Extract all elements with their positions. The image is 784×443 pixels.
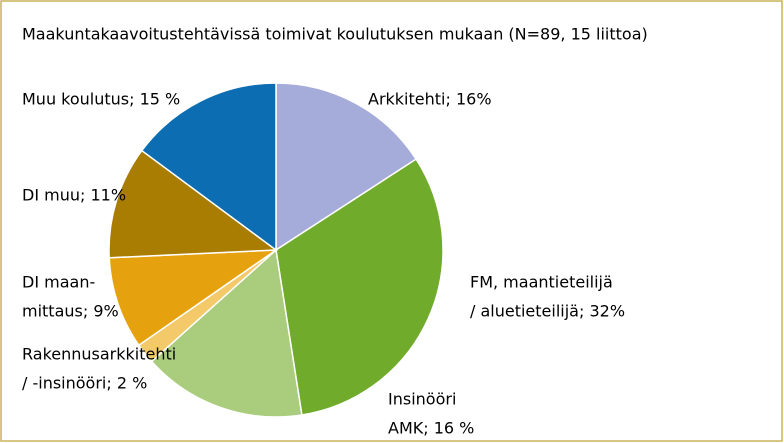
slice-label: Muu koulutus; 15 % [22,90,180,109]
slice-label: Insinööri [388,390,456,409]
slice-label: AMK; 16 % [388,419,474,438]
slice-label: / aluetieteilijä; 32% [470,302,625,321]
chart-title: Maakuntakaavoitustehtävissä toimivat kou… [22,25,648,44]
pie-slice [150,248,303,418]
slice-label: Arkkitehti; 16% [368,90,492,109]
pie-slice [140,82,277,252]
pie-slice [108,249,279,347]
slice-label: DI maan- [22,273,95,292]
slice-label: mittaus; 9% [22,302,119,321]
slice-label: Rakennusarkkitehti [22,345,176,364]
pie-slice [108,149,279,259]
pie-slice [275,158,444,416]
slice-label: / -insinööri; 2 % [22,374,147,393]
slice-label: FM, maantieteilijä [470,273,613,292]
slice-label: DI muu; 11% [22,186,126,205]
pie-slice [275,82,418,252]
